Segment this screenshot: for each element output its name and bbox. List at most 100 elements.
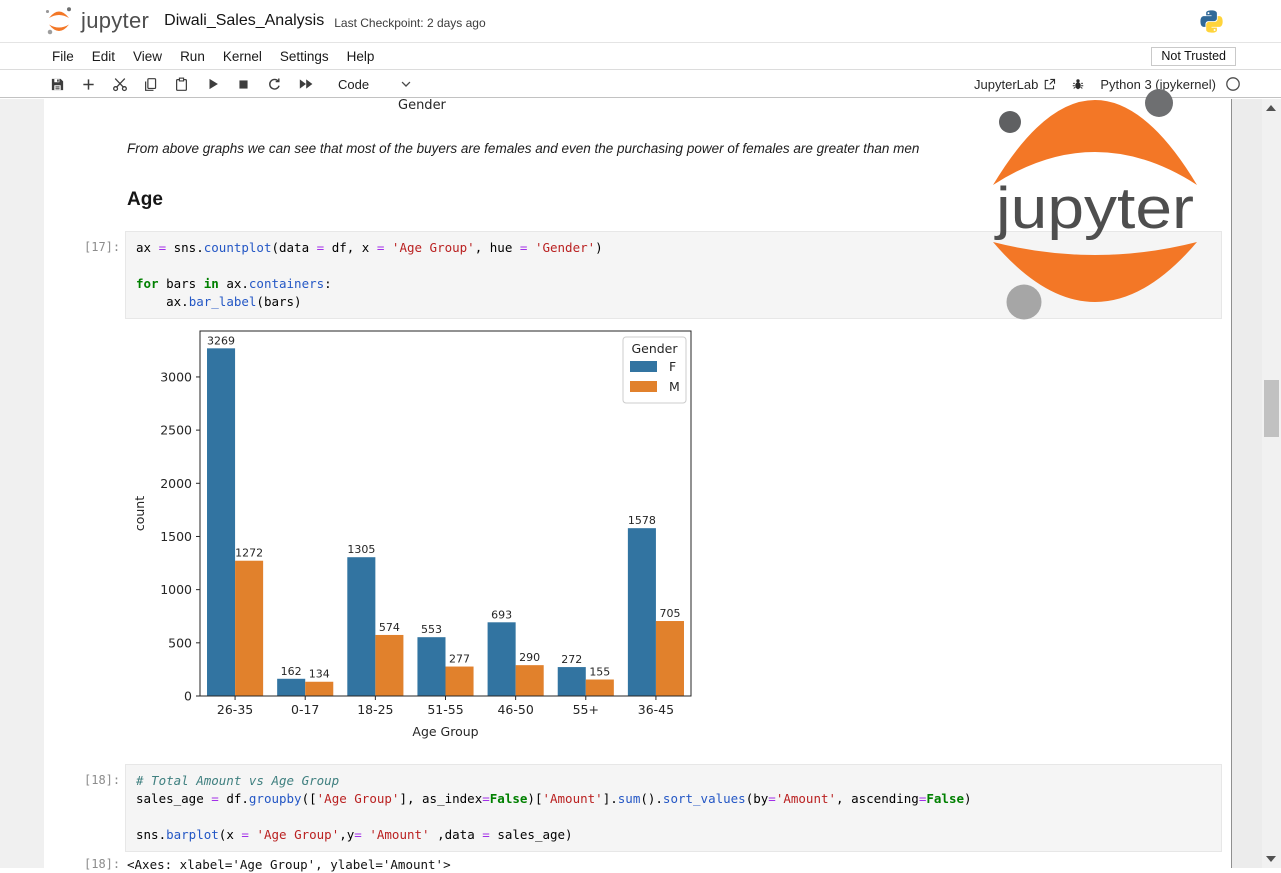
- menu-item-help[interactable]: Help: [346, 49, 375, 64]
- bar-55+-M: [585, 679, 614, 696]
- kernel-status-icon: [1225, 76, 1241, 92]
- jupyter-logo[interactable]: jupyter: [44, 6, 149, 36]
- bar-46-50-F: [487, 622, 516, 696]
- bar-label: 1272: [235, 547, 263, 560]
- bar-18-25-F: [347, 557, 376, 696]
- menubar-items: File Edit View Run Kernel Settings Help: [52, 49, 374, 64]
- x-tick-label: 18-25: [357, 702, 393, 717]
- bar-51-55-M: [445, 666, 474, 696]
- bar-26-35-F: [207, 348, 236, 696]
- menu-item-kernel[interactable]: Kernel: [222, 49, 262, 64]
- toolbar: Code JupyterLab Python 3 (ipykernel): [0, 71, 1281, 98]
- jupyter-logo-icon: [44, 6, 74, 36]
- trust-status-badge[interactable]: Not Trusted: [1151, 47, 1236, 66]
- x-tick-label: 26-35: [217, 702, 253, 717]
- python-logo-icon: [1198, 8, 1225, 35]
- cell-18-output-row: [18]: <Axes: xlabel='Age Group', ylabel=…: [84, 857, 451, 873]
- x-tick-label: 51-55: [427, 702, 463, 717]
- bar-36-45-F: [627, 528, 656, 696]
- bar-label: 1305: [347, 543, 375, 556]
- x-axis-label: Age Group: [412, 724, 478, 739]
- bar-label: 705: [659, 607, 680, 620]
- bar-51-55-F: [417, 637, 446, 696]
- bar-label: 277: [449, 653, 470, 666]
- notebook-left-gutter: [0, 99, 44, 868]
- cut-cell-button[interactable]: [109, 73, 130, 95]
- interrupt-kernel-button[interactable]: [233, 73, 254, 95]
- y-tick-label: 2000: [160, 476, 192, 491]
- y-tick-label: 500: [168, 635, 192, 650]
- header-bar: jupyter Diwali_Sales_Analysis Last Check…: [0, 0, 1281, 43]
- menubar: File Edit View Run Kernel Settings Help Not Tr…: [0, 44, 1281, 70]
- legend-label-F: F: [669, 359, 676, 374]
- scrollbar-up-arrow[interactable]: [1266, 105, 1276, 111]
- external-link-icon: [1043, 78, 1056, 91]
- bar-label: 693: [491, 608, 512, 621]
- jupyterlab-link-label: JupyterLab: [974, 76, 1039, 92]
- bar-label: 272: [561, 653, 582, 666]
- markdown-note[interactable]: From above graphs we can see that most o…: [127, 141, 920, 156]
- bar-label: 162: [281, 665, 302, 678]
- menu-item-settings[interactable]: Settings: [279, 49, 329, 64]
- bar-55+-F: [557, 667, 586, 696]
- bar-label: 134: [309, 668, 330, 681]
- menu-item-view[interactable]: View: [133, 49, 163, 64]
- bar-label: 3269: [207, 334, 235, 347]
- restart-kernel-button[interactable]: [264, 73, 285, 95]
- cell-input-prompt: [18]:: [84, 773, 121, 787]
- menu-item-edit[interactable]: Edit: [91, 49, 116, 64]
- kernel-indicator[interactable]: Python 3 (ipykernel): [1100, 76, 1241, 92]
- paste-cell-button[interactable]: [171, 73, 192, 95]
- debugger-bug-icon[interactable]: [1071, 77, 1085, 91]
- bar-label: 155: [589, 666, 610, 679]
- chevron-down-icon[interactable]: [399, 77, 413, 91]
- x-tick-label: 46-50: [497, 702, 533, 717]
- section-heading-age[interactable]: Age: [127, 189, 163, 210]
- code-editor[interactable]: # Total Amount vs Age Group sales_age = d…: [125, 764, 1222, 852]
- bar-46-50-M: [515, 665, 544, 696]
- y-axis-label: count: [132, 496, 147, 531]
- bar-0-17-F: [277, 678, 306, 696]
- code-cell-17: [17]: ax = sns.countplot(data = df, x = …: [84, 231, 1222, 319]
- run-cell-button[interactable]: [202, 73, 223, 95]
- y-tick-label: 0: [184, 689, 192, 704]
- jupyter-logo-text: jupyter: [81, 8, 150, 33]
- open-in-jupyterlab-link[interactable]: JupyterLab: [974, 77, 1056, 92]
- legend-title: Gender: [631, 341, 678, 356]
- bar-label: 290: [519, 651, 540, 664]
- scrollbar-down-arrow[interactable]: [1266, 856, 1276, 862]
- cell-input-prompt: [17]:: [84, 240, 121, 254]
- x-tick-label: 36-45: [638, 702, 674, 717]
- cell-type-select[interactable]: Code: [338, 76, 370, 92]
- y-tick-label: 2500: [160, 423, 192, 438]
- kernel-name-label: Python 3 (ipykernel): [1100, 76, 1216, 92]
- code-cell-18: [18]: # Total Amount vs Age Group sales_a…: [84, 764, 1222, 852]
- bar-0-17-M: [305, 681, 334, 696]
- notebook-right-gutter: [1231, 99, 1262, 868]
- restart-run-all-button[interactable]: [295, 73, 316, 95]
- y-tick-label: 1500: [160, 529, 192, 544]
- x-tick-label: 0-17: [291, 702, 319, 717]
- bar-label: 574: [379, 621, 400, 634]
- copy-cell-button[interactable]: [140, 73, 161, 95]
- scrollbar-thumb[interactable]: [1264, 380, 1279, 437]
- legend-swatch-M: [630, 381, 657, 392]
- cell-output-prompt: [18]:: [84, 857, 121, 871]
- legend-swatch-F: [630, 361, 657, 372]
- bar-label: 553: [421, 623, 442, 636]
- y-tick-label: 3000: [160, 369, 192, 384]
- menu-item-run[interactable]: Run: [180, 49, 205, 64]
- previous-chart-xlabel: Gender: [398, 98, 446, 113]
- menu-item-file[interactable]: File: [52, 49, 74, 64]
- cell-17-output-figure: 3269 162 1305 553 693 272 1578 1272 134 574 277 290…: [130, 328, 692, 745]
- insert-cell-button[interactable]: [78, 73, 99, 95]
- notebook-title[interactable]: Diwali_Sales_Analysis: [164, 12, 325, 29]
- window-scrollbar[interactable]: [1262, 99, 1281, 868]
- x-tick-label: 55+: [573, 702, 599, 717]
- code-editor[interactable]: ax = sns.countplot(data = df, x = 'Age G…: [125, 231, 1222, 319]
- save-button[interactable]: [47, 73, 68, 95]
- cell-output-text: <Axes: xlabel='Age Group', ylabel='Amoun…: [127, 857, 451, 872]
- legend-label-M: M: [669, 379, 680, 394]
- bar-26-35-M: [235, 560, 264, 696]
